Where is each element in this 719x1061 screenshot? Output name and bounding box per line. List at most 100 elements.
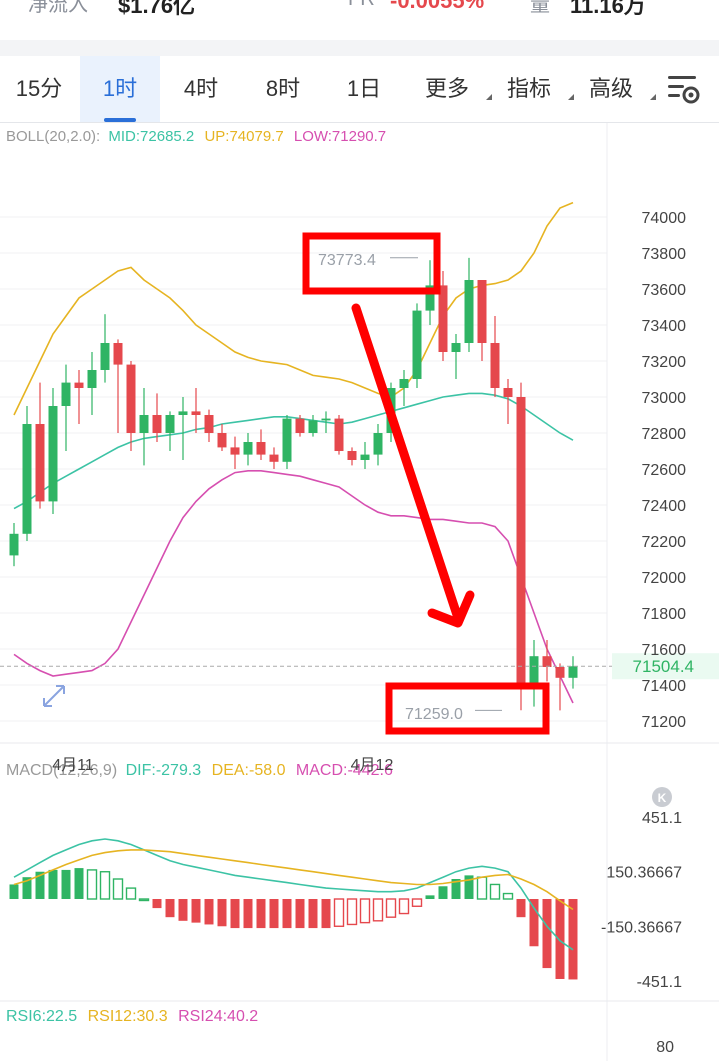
- macd-bar: [204, 899, 214, 925]
- boll-low-value: LOW:71290.7: [294, 128, 386, 145]
- tab-label: 1日: [346, 76, 382, 101]
- price-tick-label: 71400: [642, 678, 687, 695]
- candle-body: [321, 418, 331, 421]
- tab-1h[interactable]: 1时: [80, 56, 160, 122]
- kline-chart[interactable]: BOLL(20,2.0): MID:72685.2 UP:74079.7 LOW…: [0, 123, 719, 1061]
- boll-upper-line: [13, 201, 574, 416]
- candle-body: [399, 379, 409, 388]
- macd-bar: [22, 877, 32, 899]
- tab-advanced[interactable]: 高级: [576, 56, 656, 122]
- candle-body: [178, 411, 188, 415]
- candle-body: [373, 433, 383, 455]
- macd-bar: [152, 899, 162, 909]
- macd-bar: [217, 899, 227, 927]
- ticker-summary-bar: 净流入 $1.76亿 FR -0.0055% 量 11.16万: [0, 0, 719, 40]
- macd-bar: [346, 898, 358, 926]
- macd-tick-label: 150.36667: [606, 865, 682, 882]
- candle-body: [191, 411, 201, 415]
- candle-body: [165, 415, 175, 433]
- macd-bar: [372, 898, 384, 922]
- tab-1d[interactable]: 1日: [325, 56, 403, 122]
- candle-body: [74, 382, 84, 388]
- candle-body: [22, 424, 32, 534]
- high-marker-label: 73773.4: [318, 252, 376, 269]
- candle-body: [87, 370, 97, 388]
- macd-bar: [178, 899, 188, 921]
- candle-body: [295, 418, 305, 433]
- time-axis-label: 4月11: [52, 757, 94, 774]
- macd-bar: [138, 898, 150, 902]
- macd-bar: [243, 899, 253, 929]
- candle-body: [230, 447, 240, 455]
- tab-label: 15分: [15, 76, 63, 101]
- annotations: 73773.4 71259.0: [43, 232, 550, 735]
- candle-body: [334, 418, 344, 451]
- boll-mid-line: [13, 392, 574, 510]
- candle-body: [256, 442, 266, 455]
- price-tick-label: 71800: [642, 606, 687, 623]
- rsi6-value: RSI6:22.5: [6, 1008, 77, 1025]
- candle-body: [503, 388, 513, 397]
- bollinger-bands: [13, 201, 574, 704]
- macd-bar: [112, 878, 124, 900]
- candle-body: [126, 364, 136, 433]
- price-tick-label: 73800: [642, 246, 687, 263]
- price-tick-label: 72400: [642, 498, 687, 515]
- macd-bar: [464, 875, 474, 899]
- macd-bar: [191, 899, 201, 923]
- macd-bar: [282, 899, 292, 929]
- candle-body: [48, 406, 58, 502]
- tab-label: 1时: [102, 76, 138, 101]
- tab-indicators[interactable]: 指标: [494, 56, 574, 122]
- candle-body: [217, 433, 227, 448]
- macd-close-icon[interactable]: [652, 787, 672, 807]
- candle-body: [347, 451, 357, 460]
- last-price-label: 71504.4: [633, 657, 694, 676]
- candle-body: [438, 285, 448, 352]
- expand-icon: [43, 685, 65, 707]
- candle-body: [451, 343, 461, 352]
- macd-bar: [555, 899, 565, 979]
- dropdown-corner-icon: [650, 94, 656, 100]
- tab-15m[interactable]: 15分: [0, 56, 78, 122]
- tab-more[interactable]: 更多: [412, 56, 492, 122]
- macd-bar: [74, 868, 84, 899]
- chart-settings-icon[interactable]: [666, 72, 702, 106]
- macd-bar: [451, 879, 461, 899]
- macd-tick-label: -150.36667: [601, 919, 682, 936]
- low-highlight-box: [385, 682, 550, 735]
- boll-legend-label: BOLL(20,2.0):: [6, 128, 100, 145]
- candle-body: [490, 343, 500, 388]
- rsi-tick-label: 80: [656, 1039, 674, 1056]
- candle-body: [464, 280, 474, 343]
- macd-bar: [61, 869, 71, 899]
- rsi12-value: RSI12:30.3: [88, 1008, 168, 1025]
- net-inflow-value: $1.76亿: [118, 0, 196, 18]
- macd-bar: [425, 895, 435, 899]
- macd-bar: [333, 898, 345, 927]
- macd-bar: [295, 899, 305, 929]
- candle-body: [412, 310, 422, 379]
- macd-bar: [165, 899, 175, 918]
- price-tick-label: 73200: [642, 354, 687, 371]
- price-tick-label: 73400: [642, 318, 687, 335]
- tab-label: 指标: [506, 76, 551, 101]
- macd-bar: [502, 892, 514, 900]
- tab-4h[interactable]: 4时: [162, 56, 240, 122]
- price-axis: 74000 73800 73600 73400 73200 73000 72800 72600…: [601, 210, 686, 1056]
- tab-8h[interactable]: 8时: [244, 56, 322, 122]
- macd-bar: [308, 899, 318, 929]
- boll-legend: BOLL(20,2.0): MID:72685.2 UP:74079.7 LOW…: [6, 128, 386, 145]
- macd-bar: [568, 899, 578, 980]
- candle-body: [269, 454, 279, 462]
- macd-legend: MACD(12,26,9) DIF:-279.3 DEA:-58.0 MACD:…: [6, 762, 393, 779]
- macd-bar: [99, 871, 111, 900]
- dropdown-corner-icon: [486, 94, 492, 100]
- candle-body: [425, 285, 435, 311]
- macd-panel: [9, 838, 578, 980]
- macd-bar: [321, 899, 331, 929]
- macd-legend-label: MACD(12,26,9): [6, 762, 117, 779]
- macd-bar: [542, 899, 552, 969]
- boll-lower-line: [13, 469, 574, 704]
- section-gap: [0, 40, 719, 56]
